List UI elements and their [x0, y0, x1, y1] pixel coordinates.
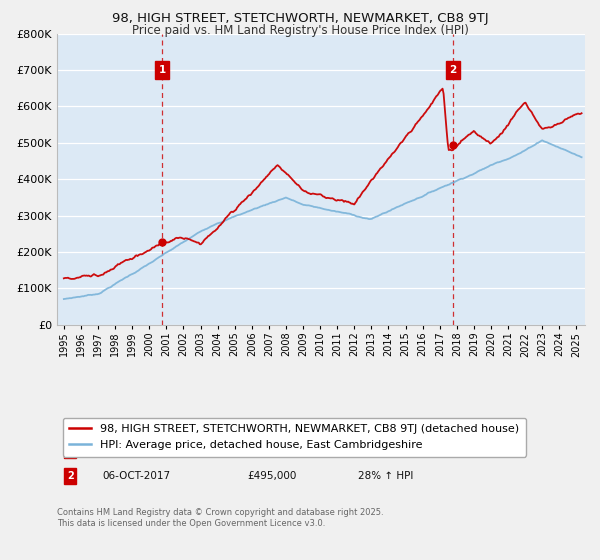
- Text: £495,000: £495,000: [247, 471, 296, 481]
- Text: 98, HIGH STREET, STETCHWORTH, NEWMARKET, CB8 9TJ: 98, HIGH STREET, STETCHWORTH, NEWMARKET,…: [112, 12, 488, 25]
- Text: 2: 2: [67, 471, 74, 481]
- Text: 1: 1: [67, 445, 74, 455]
- Legend: 98, HIGH STREET, STETCHWORTH, NEWMARKET, CB8 9TJ (detached house), HPI: Average : 98, HIGH STREET, STETCHWORTH, NEWMARKET,…: [62, 418, 526, 456]
- Text: 06-OCT-2017: 06-OCT-2017: [102, 471, 170, 481]
- Text: 28% ↑ HPI: 28% ↑ HPI: [358, 471, 413, 481]
- Text: Contains HM Land Registry data © Crown copyright and database right 2025.
This d: Contains HM Land Registry data © Crown c…: [57, 508, 383, 528]
- Text: 29-SEP-2000: 29-SEP-2000: [102, 445, 168, 455]
- Text: 2: 2: [449, 65, 457, 75]
- Text: £227,500: £227,500: [247, 445, 296, 455]
- Text: Price paid vs. HM Land Registry's House Price Index (HPI): Price paid vs. HM Land Registry's House …: [131, 24, 469, 36]
- Text: 1: 1: [158, 65, 166, 75]
- Text: 72% ↑ HPI: 72% ↑ HPI: [358, 445, 413, 455]
